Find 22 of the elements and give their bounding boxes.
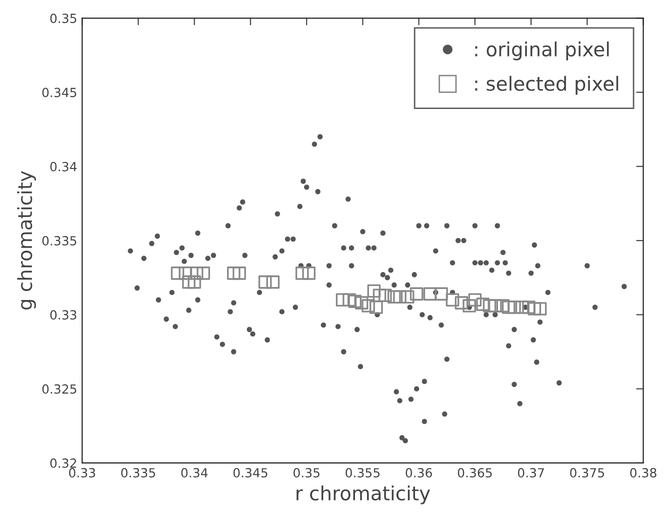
x-tick-label: 0.35 [294, 468, 320, 478]
legend-label: : original pixel [475, 42, 609, 60]
y-tick-label: 0.325 [42, 384, 76, 394]
y-tick-label: 0.34 [50, 162, 77, 172]
x-tick-label: 0.38 [630, 468, 656, 478]
x-tick-label: 0.345 [233, 468, 268, 478]
y-tick-label: 0.35 [50, 14, 76, 24]
legend-label: : selected pixel [475, 76, 618, 95]
x-tick-label: 0.335 [121, 468, 156, 478]
x-tick-label: 0.375 [570, 468, 604, 478]
x-tick-label: 0.365 [458, 468, 492, 478]
x-tick-label: 0.37 [518, 468, 544, 478]
y-axis-title: g chromaticity [17, 171, 36, 310]
x-axis-title: r chromaticity [296, 485, 430, 504]
x-tick-label: 0.33 [69, 468, 96, 478]
x-tick-label: 0.355 [346, 468, 380, 478]
x-tick-label: 0.36 [406, 468, 432, 478]
y-tick-label: 0.32 [50, 458, 76, 468]
y-tick-label: 0.33 [50, 310, 76, 320]
y-tick-label: 0.345 [42, 88, 76, 98]
y-tick-label: 0.335 [42, 236, 76, 246]
x-tick-label: 0.34 [181, 468, 208, 478]
